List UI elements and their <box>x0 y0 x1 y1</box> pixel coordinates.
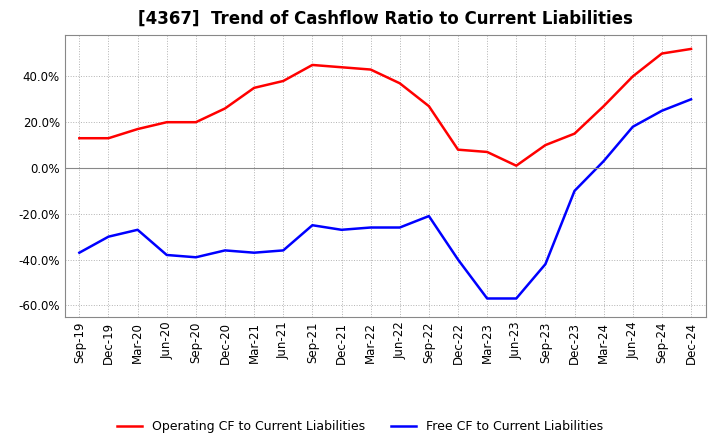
Free CF to Current Liabilities <box>308 223 317 228</box>
Operating CF to Current Liabilities <box>657 51 666 56</box>
Free CF to Current Liabilities <box>541 261 550 267</box>
Free CF to Current Liabilities <box>192 255 200 260</box>
Free CF to Current Liabilities <box>366 225 375 230</box>
Free CF to Current Liabilities <box>279 248 287 253</box>
Operating CF to Current Liabilities <box>512 163 521 169</box>
Operating CF to Current Liabilities <box>483 149 492 154</box>
Free CF to Current Liabilities <box>687 97 696 102</box>
Operating CF to Current Liabilities <box>454 147 462 152</box>
Legend: Operating CF to Current Liabilities, Free CF to Current Liabilities: Operating CF to Current Liabilities, Fre… <box>112 415 608 438</box>
Operating CF to Current Liabilities <box>75 136 84 141</box>
Operating CF to Current Liabilities <box>220 106 229 111</box>
Operating CF to Current Liabilities <box>308 62 317 68</box>
Operating CF to Current Liabilities <box>133 126 142 132</box>
Title: [4367]  Trend of Cashflow Ratio to Current Liabilities: [4367] Trend of Cashflow Ratio to Curren… <box>138 10 633 28</box>
Free CF to Current Liabilities <box>454 257 462 262</box>
Free CF to Current Liabilities <box>337 227 346 232</box>
Operating CF to Current Liabilities <box>279 78 287 84</box>
Free CF to Current Liabilities <box>570 188 579 194</box>
Free CF to Current Liabilities <box>163 253 171 258</box>
Free CF to Current Liabilities <box>599 158 608 164</box>
Operating CF to Current Liabilities <box>541 143 550 148</box>
Operating CF to Current Liabilities <box>366 67 375 72</box>
Operating CF to Current Liabilities <box>337 65 346 70</box>
Free CF to Current Liabilities <box>425 213 433 219</box>
Free CF to Current Liabilities <box>657 108 666 114</box>
Free CF to Current Liabilities <box>75 250 84 255</box>
Operating CF to Current Liabilities <box>163 120 171 125</box>
Free CF to Current Liabilities <box>483 296 492 301</box>
Operating CF to Current Liabilities <box>570 131 579 136</box>
Operating CF to Current Liabilities <box>395 81 404 86</box>
Operating CF to Current Liabilities <box>687 46 696 51</box>
Free CF to Current Liabilities <box>395 225 404 230</box>
Operating CF to Current Liabilities <box>599 103 608 109</box>
Operating CF to Current Liabilities <box>192 120 200 125</box>
Free CF to Current Liabilities <box>220 248 229 253</box>
Operating CF to Current Liabilities <box>250 85 258 91</box>
Free CF to Current Liabilities <box>133 227 142 232</box>
Free CF to Current Liabilities <box>250 250 258 255</box>
Free CF to Current Liabilities <box>629 124 637 129</box>
Operating CF to Current Liabilities <box>629 74 637 79</box>
Operating CF to Current Liabilities <box>425 103 433 109</box>
Line: Free CF to Current Liabilities: Free CF to Current Liabilities <box>79 99 691 298</box>
Free CF to Current Liabilities <box>512 296 521 301</box>
Free CF to Current Liabilities <box>104 234 113 239</box>
Operating CF to Current Liabilities <box>104 136 113 141</box>
Line: Operating CF to Current Liabilities: Operating CF to Current Liabilities <box>79 49 691 166</box>
